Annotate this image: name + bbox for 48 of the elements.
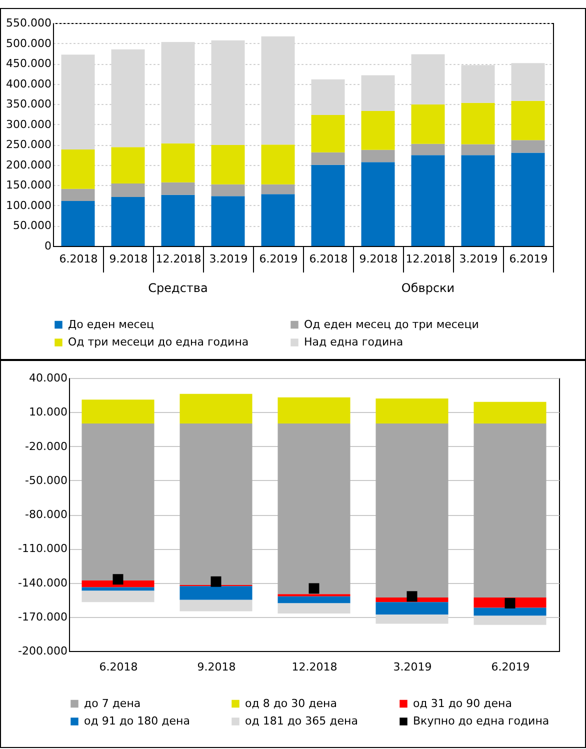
text: Средства <box>148 281 208 295</box>
x-tick-label: 12.2018 <box>292 660 338 674</box>
legend-label: Вкупно до една година <box>413 714 550 728</box>
legend-label: До еден месец <box>68 318 154 331</box>
x-tick-label: 9.2018 <box>109 252 148 266</box>
y-tick-label: 300.000 <box>6 118 52 131</box>
y-tick-label: -200.000 <box>18 644 68 658</box>
y-tick-label: -80.000 <box>25 508 68 521</box>
x-tick-label: 6.2019 <box>509 252 548 266</box>
y-tick-label: -50.000 <box>25 474 68 487</box>
text: Обврски <box>401 281 455 295</box>
legend-label: од 8 до 30 дена <box>245 696 337 710</box>
y-tick-label: 100.000 <box>6 198 52 212</box>
legend-label: до 7 дена <box>84 696 141 710</box>
y-tick-label: 350.000 <box>6 98 52 111</box>
y-tick-label: 150.000 <box>6 178 52 192</box>
x-tick-label: 6.2018 <box>99 660 138 674</box>
y-tick-label: 550.000 <box>6 16 52 30</box>
y-tick-label: -170.000 <box>18 610 68 624</box>
y-tick-label: 250.000 <box>6 138 52 152</box>
legend-label: од 181 до 365 дена <box>245 714 358 728</box>
y-tick-label: 500.000 <box>6 36 52 50</box>
x-tick-label: 9.2018 <box>197 660 236 674</box>
x-tick-label: 3.2019 <box>459 252 498 266</box>
x-tick-label: 6.2019 <box>491 660 530 674</box>
y-tick-label: -140.000 <box>18 576 68 590</box>
y-tick-label: -110.000 <box>18 542 68 556</box>
y-tick-label: 50.000 <box>13 219 52 232</box>
y-tick-label: 40.000 <box>29 372 68 384</box>
y-tick-label: -20.000 <box>25 440 68 453</box>
legend-label: Од еден месец до три месеци <box>304 318 479 331</box>
y-tick-label: 10.000 <box>29 406 68 419</box>
y-tick-label: 0 <box>44 240 52 252</box>
x-tick-label: 6.2018 <box>309 252 348 266</box>
x-tick-label: 6.2018 <box>59 252 98 266</box>
x-tick-label: 3.2019 <box>393 660 432 674</box>
y-tick-label: 200.000 <box>6 158 52 172</box>
x-tick-label: 6.2019 <box>259 252 298 266</box>
x-tick-label: 3.2019 <box>209 252 248 266</box>
x-tick-label: 12.2018 <box>156 252 202 266</box>
legend-label: од 91 до 180 дена <box>84 714 190 728</box>
y-tick-label: 400.000 <box>6 77 52 90</box>
y-tick-label: 450.000 <box>6 57 52 70</box>
legend-label: од 31 до 90 дена <box>413 696 512 710</box>
x-tick-label: 12.2018 <box>406 252 452 266</box>
legend-label: Над една година <box>304 336 404 348</box>
legend-label: Од три месеци до една година <box>68 336 249 348</box>
x-tick-label: 9.2018 <box>359 252 398 266</box>
